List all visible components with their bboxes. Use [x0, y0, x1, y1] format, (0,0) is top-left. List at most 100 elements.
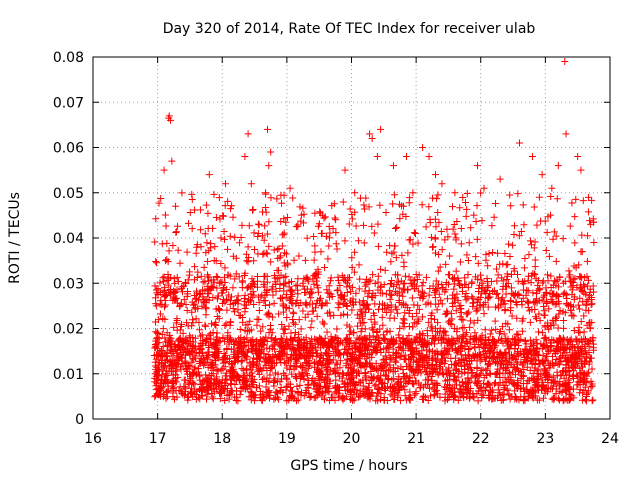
data-point	[206, 330, 214, 338]
data-point	[472, 253, 480, 261]
data-point	[580, 328, 588, 336]
data-point	[448, 383, 456, 391]
data-point	[157, 379, 165, 387]
data-point	[268, 285, 276, 293]
data-point	[330, 200, 338, 208]
data-point	[522, 340, 530, 348]
data-point	[452, 307, 460, 315]
data-point	[508, 289, 516, 297]
data-point	[527, 241, 535, 249]
data-point	[430, 386, 438, 394]
data-point	[532, 315, 540, 323]
data-point	[199, 349, 207, 357]
data-point	[394, 271, 402, 279]
data-point	[445, 385, 453, 393]
data-point	[533, 221, 541, 229]
data-point	[495, 354, 503, 362]
data-point	[356, 194, 364, 202]
data-point	[391, 288, 399, 296]
y-tick-label: 0.02	[53, 322, 84, 338]
data-point	[553, 300, 561, 308]
data-point	[573, 336, 581, 344]
data-point	[377, 372, 385, 380]
data-point	[392, 353, 400, 361]
data-point	[199, 354, 207, 362]
data-point	[265, 242, 273, 250]
data-point	[273, 393, 281, 401]
data-point	[350, 362, 358, 370]
data-point	[421, 381, 429, 389]
data-point	[526, 237, 534, 245]
data-point	[566, 222, 574, 230]
data-point	[333, 287, 341, 295]
data-point	[292, 355, 300, 363]
data-point	[366, 339, 374, 347]
data-point	[560, 336, 568, 344]
data-point	[372, 381, 380, 389]
data-point	[367, 376, 375, 384]
data-point	[462, 212, 470, 220]
data-point	[229, 252, 237, 260]
data-point	[582, 383, 590, 391]
data-point	[543, 228, 551, 236]
data-point	[585, 358, 593, 366]
data-point	[197, 272, 205, 280]
data-point	[398, 251, 406, 259]
data-point	[176, 335, 184, 343]
data-point	[172, 378, 180, 386]
data-point	[364, 343, 372, 351]
data-point	[215, 315, 223, 323]
data-point	[167, 364, 175, 372]
data-point	[169, 241, 177, 249]
data-point	[229, 284, 237, 292]
data-point	[372, 336, 380, 344]
data-point	[321, 213, 329, 221]
data-point	[579, 298, 587, 306]
data-point	[157, 353, 165, 361]
data-point	[381, 379, 389, 387]
data-point	[306, 300, 314, 308]
data-point	[419, 144, 427, 151]
data-point	[222, 320, 230, 328]
data-point	[234, 296, 242, 304]
data-point	[485, 360, 493, 368]
data-point	[569, 385, 577, 393]
data-point	[462, 296, 470, 304]
data-point	[431, 235, 439, 243]
data-point	[216, 395, 224, 403]
data-point	[572, 195, 580, 203]
data-point	[474, 379, 482, 387]
data-point	[182, 300, 190, 308]
data-point	[559, 235, 567, 243]
data-point	[275, 245, 283, 253]
data-point	[213, 385, 221, 393]
data-point	[418, 282, 426, 290]
data-point	[371, 300, 379, 308]
data-point	[350, 301, 358, 309]
data-point	[472, 217, 480, 225]
data-point	[394, 393, 402, 401]
data-point	[587, 220, 595, 228]
data-point	[399, 383, 407, 391]
data-point	[431, 215, 439, 223]
data-point	[583, 391, 591, 399]
data-point	[565, 384, 573, 392]
data-point	[298, 368, 306, 376]
data-point	[403, 362, 411, 370]
data-point	[399, 315, 407, 323]
data-point	[412, 388, 420, 396]
data-point	[255, 221, 263, 229]
data-point	[310, 256, 318, 264]
data-point	[301, 339, 309, 347]
data-point	[254, 220, 262, 228]
data-points	[150, 58, 598, 405]
data-point	[508, 342, 516, 350]
data-point	[186, 362, 194, 370]
data-point	[361, 278, 369, 286]
data-point	[218, 289, 226, 297]
data-point	[489, 354, 497, 362]
data-point	[420, 289, 428, 297]
data-point	[528, 272, 536, 280]
data-point	[304, 310, 312, 318]
data-point	[367, 368, 375, 376]
